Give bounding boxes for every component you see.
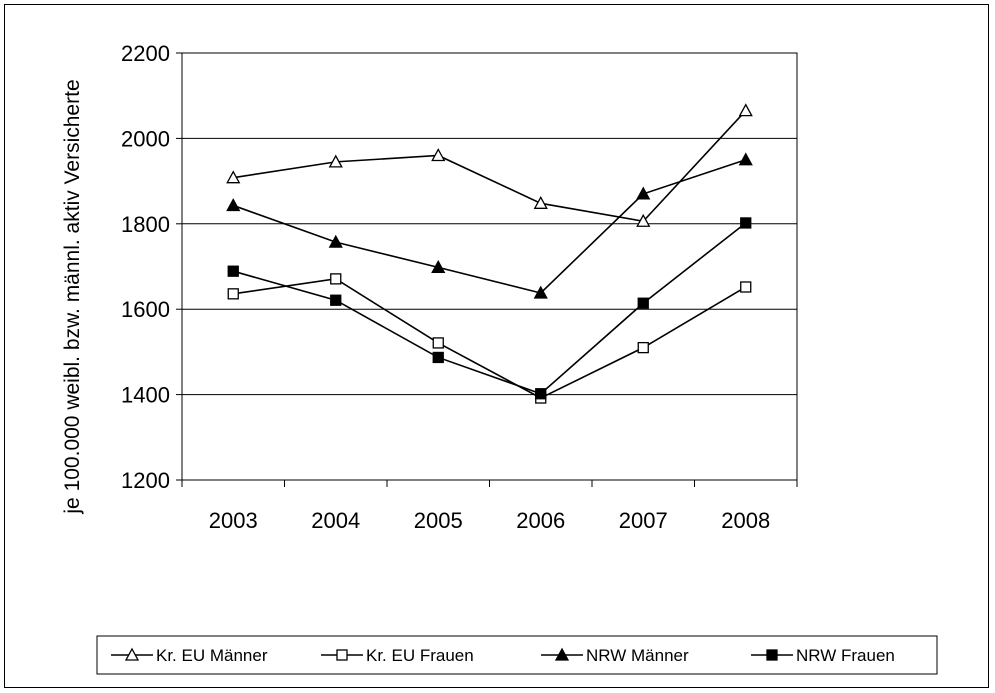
legend-entry: NRW Männer bbox=[541, 646, 689, 665]
x-tick-label: 2008 bbox=[721, 508, 770, 533]
data-point bbox=[432, 337, 444, 349]
gridlines bbox=[182, 137, 797, 396]
data-point bbox=[637, 341, 649, 354]
series-3 bbox=[227, 217, 752, 400]
legend-label: NRW Frauen bbox=[796, 646, 895, 665]
x-tick-label: 2003 bbox=[209, 508, 258, 533]
legend-entry: Kr. EU Frauen bbox=[321, 646, 474, 665]
series-line bbox=[233, 110, 747, 223]
data-point bbox=[740, 217, 752, 229]
series-line bbox=[232, 158, 747, 294]
data-point bbox=[637, 297, 649, 309]
legend-box bbox=[96, 635, 938, 675]
data-point bbox=[227, 288, 239, 300]
data-point bbox=[432, 351, 444, 364]
data-point bbox=[636, 186, 651, 200]
data-point bbox=[738, 152, 753, 166]
y-axis-title: je 100.000 weibl. bzw. männl. aktiv Vers… bbox=[61, 79, 84, 514]
legend-entry: NRW Frauen bbox=[751, 646, 895, 665]
legend-label: NRW Männer bbox=[586, 646, 689, 665]
y-tick-label: 2000 bbox=[121, 126, 170, 151]
x-tick-label: 2005 bbox=[414, 508, 463, 533]
series-1 bbox=[227, 273, 752, 404]
data-point bbox=[533, 285, 548, 299]
data-point bbox=[740, 281, 752, 293]
series-0 bbox=[226, 103, 753, 227]
data-point bbox=[535, 388, 547, 400]
x-tick-label: 2007 bbox=[619, 508, 668, 533]
series-line bbox=[233, 222, 747, 395]
series-2 bbox=[226, 152, 753, 299]
data-point bbox=[533, 195, 548, 209]
y-axis: 1200 1400 1600 1800 2000 2200 bbox=[121, 41, 182, 493]
series-group bbox=[226, 103, 753, 404]
y-tick-label: 2200 bbox=[121, 41, 170, 66]
legend-marker bbox=[336, 649, 348, 661]
legend-marker bbox=[766, 649, 778, 661]
legend-marker bbox=[554, 647, 570, 661]
y-tick-label: 1600 bbox=[121, 297, 170, 322]
legend: Kr. EU Männer Kr. EU Frauen NRW Männer NRW … bbox=[96, 635, 938, 675]
series-line bbox=[233, 278, 747, 399]
chart-frame bbox=[4, 4, 989, 688]
x-tick-label: 2004 bbox=[311, 508, 360, 533]
plot-area bbox=[181, 52, 798, 481]
legend-entry: Kr. EU Männer bbox=[111, 646, 268, 665]
data-point bbox=[330, 273, 342, 285]
data-point bbox=[226, 198, 241, 212]
data-point bbox=[227, 265, 239, 277]
data-point bbox=[636, 213, 651, 227]
legend-marker bbox=[124, 647, 140, 661]
data-point bbox=[431, 259, 446, 274]
legend-label: Kr. EU Frauen bbox=[366, 646, 474, 665]
data-point bbox=[738, 103, 753, 117]
data-point bbox=[328, 234, 343, 248]
data-point bbox=[431, 148, 446, 162]
y-tick-label: 1400 bbox=[121, 383, 170, 408]
data-point bbox=[328, 154, 343, 168]
y-tick-label: 1200 bbox=[121, 468, 170, 493]
data-point bbox=[226, 170, 241, 184]
x-tick-label: 2006 bbox=[516, 508, 565, 533]
legend-label: Kr. EU Männer bbox=[156, 646, 268, 665]
data-point bbox=[330, 294, 342, 306]
x-axis: 2003 2004 2005 2006 2007 2008 bbox=[181, 480, 798, 533]
y-tick-label: 1800 bbox=[121, 212, 170, 237]
